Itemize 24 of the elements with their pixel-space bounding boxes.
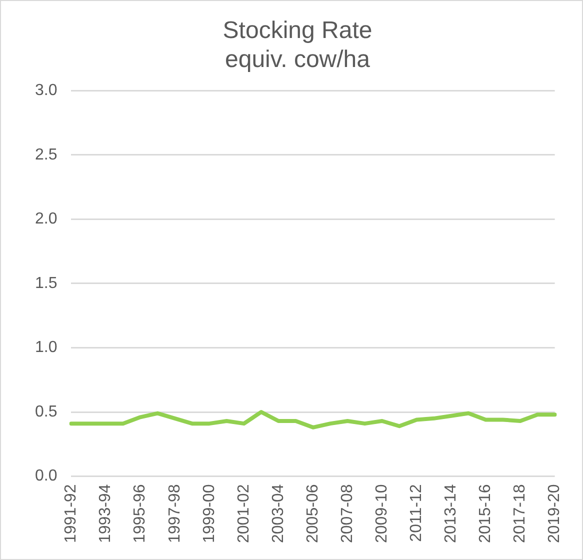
chart-title: Stocking Rate [222, 17, 372, 44]
x-tick-label: 1997-98 [166, 484, 184, 543]
y-tick-label: 1.5 [34, 274, 58, 292]
x-tick-label: 1995-96 [132, 484, 149, 543]
x-tick-label: 2001-02 [235, 484, 252, 543]
x-tick-label: 1999-00 [200, 484, 218, 543]
y-tick-label: 1.0 [34, 339, 58, 356]
x-tick-label: 1991-92 [62, 484, 80, 543]
x-tick-label: 2009-10 [374, 484, 391, 543]
y-tick-label: 2.5 [34, 146, 58, 164]
x-tick-label: 2003-04 [270, 484, 287, 543]
y-tick-label: 0.5 [34, 403, 58, 420]
x-tick-label: 1993-94 [97, 484, 114, 543]
x-tick-label: 2005-06 [304, 484, 322, 543]
y-tick-label: 2.0 [34, 210, 58, 228]
x-tick-label: 2015-16 [477, 484, 494, 543]
x-tick-label: 2007-08 [338, 484, 356, 543]
y-tick-label: 3.0 [34, 82, 58, 100]
x-tick-label: 2011-12 [408, 484, 426, 542]
y-tick-label: 0.0 [34, 468, 58, 485]
chart-subtitle: equiv. cow/ha [225, 46, 371, 73]
x-tick-label: 2019-20 [546, 484, 564, 543]
x-tick-label: 2017-18 [512, 484, 529, 543]
x-tick-label: 2013-14 [442, 484, 460, 543]
